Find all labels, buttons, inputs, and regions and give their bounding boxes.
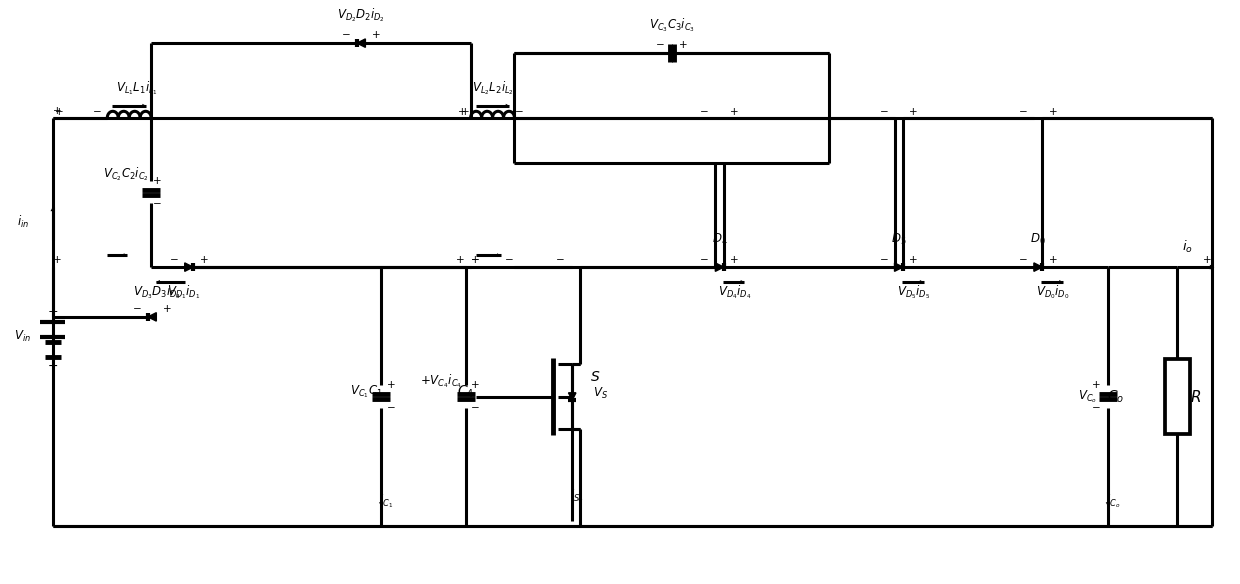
- Text: +: +: [456, 255, 465, 265]
- Text: −: −: [133, 304, 141, 314]
- Text: −: −: [47, 360, 58, 373]
- Text: +: +: [459, 107, 467, 117]
- Text: $+V_{C_4}i_{C_4}$: $+V_{C_4}i_{C_4}$: [419, 373, 461, 390]
- Text: $D_4$: $D_4$: [712, 232, 728, 247]
- Text: $R$: $R$: [1190, 388, 1202, 405]
- Text: $V_{C_2}C_2i_{C_2}$: $V_{C_2}C_2i_{C_2}$: [103, 166, 149, 183]
- Text: $V_{D_3}D_3i_{D_3}$: $V_{D_3}D_3i_{D_3}$: [133, 283, 181, 301]
- Text: $V_{D_0}i_{D_0}$: $V_{D_0}i_{D_0}$: [1037, 283, 1070, 301]
- Text: −: −: [505, 255, 513, 265]
- Text: $V_{D_5}i_{D_5}$: $V_{D_5}i_{D_5}$: [897, 283, 930, 301]
- Text: +: +: [680, 40, 688, 50]
- Text: $i_{C_o}$: $i_{C_o}$: [1106, 492, 1120, 510]
- Polygon shape: [1059, 280, 1063, 284]
- Polygon shape: [156, 280, 160, 284]
- Text: $i_{in}$: $i_{in}$: [16, 214, 29, 230]
- Text: $i_o$: $i_o$: [1182, 239, 1193, 255]
- Polygon shape: [143, 104, 146, 108]
- Text: +: +: [53, 106, 62, 116]
- Text: +: +: [461, 107, 470, 117]
- Text: +: +: [387, 380, 396, 390]
- Polygon shape: [894, 263, 903, 272]
- Polygon shape: [1034, 263, 1043, 272]
- Text: $V_{L_2}L_2i_{L_2}$: $V_{L_2}L_2i_{L_2}$: [471, 79, 513, 97]
- Text: $D_0$: $D_0$: [1030, 232, 1047, 247]
- Text: +: +: [909, 107, 918, 117]
- Text: +: +: [47, 305, 58, 318]
- Polygon shape: [379, 502, 383, 506]
- Text: −: −: [153, 199, 161, 210]
- Text: −: −: [342, 30, 351, 40]
- Polygon shape: [920, 280, 924, 284]
- Text: $V_{L_1}L_1i_{L_1}$: $V_{L_1}L_1i_{L_1}$: [117, 79, 159, 97]
- Text: +: +: [471, 380, 480, 390]
- Text: $V_{D_1}i_{D_1}$: $V_{D_1}i_{D_1}$: [167, 283, 201, 301]
- Text: −: −: [556, 255, 564, 265]
- Text: +: +: [909, 255, 918, 265]
- Text: $V_{D_2}D_2i_{D_2}$: $V_{D_2}D_2i_{D_2}$: [337, 6, 386, 24]
- Text: +: +: [730, 255, 739, 265]
- Text: −: −: [1019, 255, 1028, 265]
- Text: $S$: $S$: [590, 370, 600, 384]
- Text: +: +: [56, 107, 63, 117]
- Bar: [1166, 359, 1190, 434]
- Text: $V_S$: $V_S$: [593, 386, 608, 401]
- Text: $V_{D_4}i_{D_4}$: $V_{D_4}i_{D_4}$: [718, 283, 751, 301]
- Text: +: +: [153, 176, 161, 186]
- Polygon shape: [51, 207, 55, 211]
- Text: $V_{C_1}C_1$: $V_{C_1}C_1$: [350, 383, 382, 400]
- Text: −: −: [471, 404, 480, 413]
- Text: $i_{C_1}$: $i_{C_1}$: [379, 492, 393, 510]
- Text: +: +: [471, 255, 480, 265]
- Text: −: −: [701, 255, 709, 265]
- Polygon shape: [1210, 265, 1214, 270]
- Text: +: +: [53, 255, 62, 265]
- Polygon shape: [148, 312, 156, 321]
- Text: −: −: [656, 40, 665, 50]
- Text: +: +: [1203, 255, 1211, 265]
- Text: +: +: [372, 30, 381, 40]
- Polygon shape: [578, 499, 583, 503]
- Text: −: −: [170, 255, 179, 265]
- Polygon shape: [124, 253, 128, 257]
- Text: +: +: [1049, 255, 1058, 265]
- Text: +: +: [1091, 380, 1100, 390]
- Text: $D_5$: $D_5$: [892, 232, 906, 247]
- Text: −: −: [1019, 107, 1028, 117]
- Polygon shape: [1106, 502, 1110, 506]
- Text: +: +: [1049, 107, 1058, 117]
- Polygon shape: [740, 280, 744, 284]
- Polygon shape: [497, 253, 501, 257]
- Text: +: +: [730, 107, 739, 117]
- Text: $V_{in}$: $V_{in}$: [14, 329, 31, 345]
- Text: $V_{C_o}$: $V_{C_o}$: [1079, 388, 1097, 405]
- Text: −: −: [93, 107, 102, 117]
- Text: −: −: [701, 107, 709, 117]
- Polygon shape: [357, 39, 366, 47]
- Text: +: +: [200, 255, 208, 265]
- Text: $V_{C_3}C_3i_{C_3}$: $V_{C_3}C_3i_{C_3}$: [649, 16, 694, 34]
- Text: $i_S$: $i_S$: [570, 488, 580, 504]
- Text: −: −: [879, 107, 888, 117]
- Text: $C_o$: $C_o$: [1107, 388, 1125, 405]
- Text: +: +: [162, 304, 171, 314]
- Text: −: −: [1091, 404, 1100, 413]
- Text: −: −: [515, 107, 523, 117]
- Text: −: −: [879, 255, 888, 265]
- Text: −: −: [387, 404, 396, 413]
- Polygon shape: [715, 263, 724, 272]
- Polygon shape: [185, 263, 193, 272]
- Polygon shape: [506, 104, 510, 108]
- Text: $C_4$: $C_4$: [458, 383, 475, 400]
- Text: −: −: [471, 255, 480, 265]
- Polygon shape: [568, 393, 575, 400]
